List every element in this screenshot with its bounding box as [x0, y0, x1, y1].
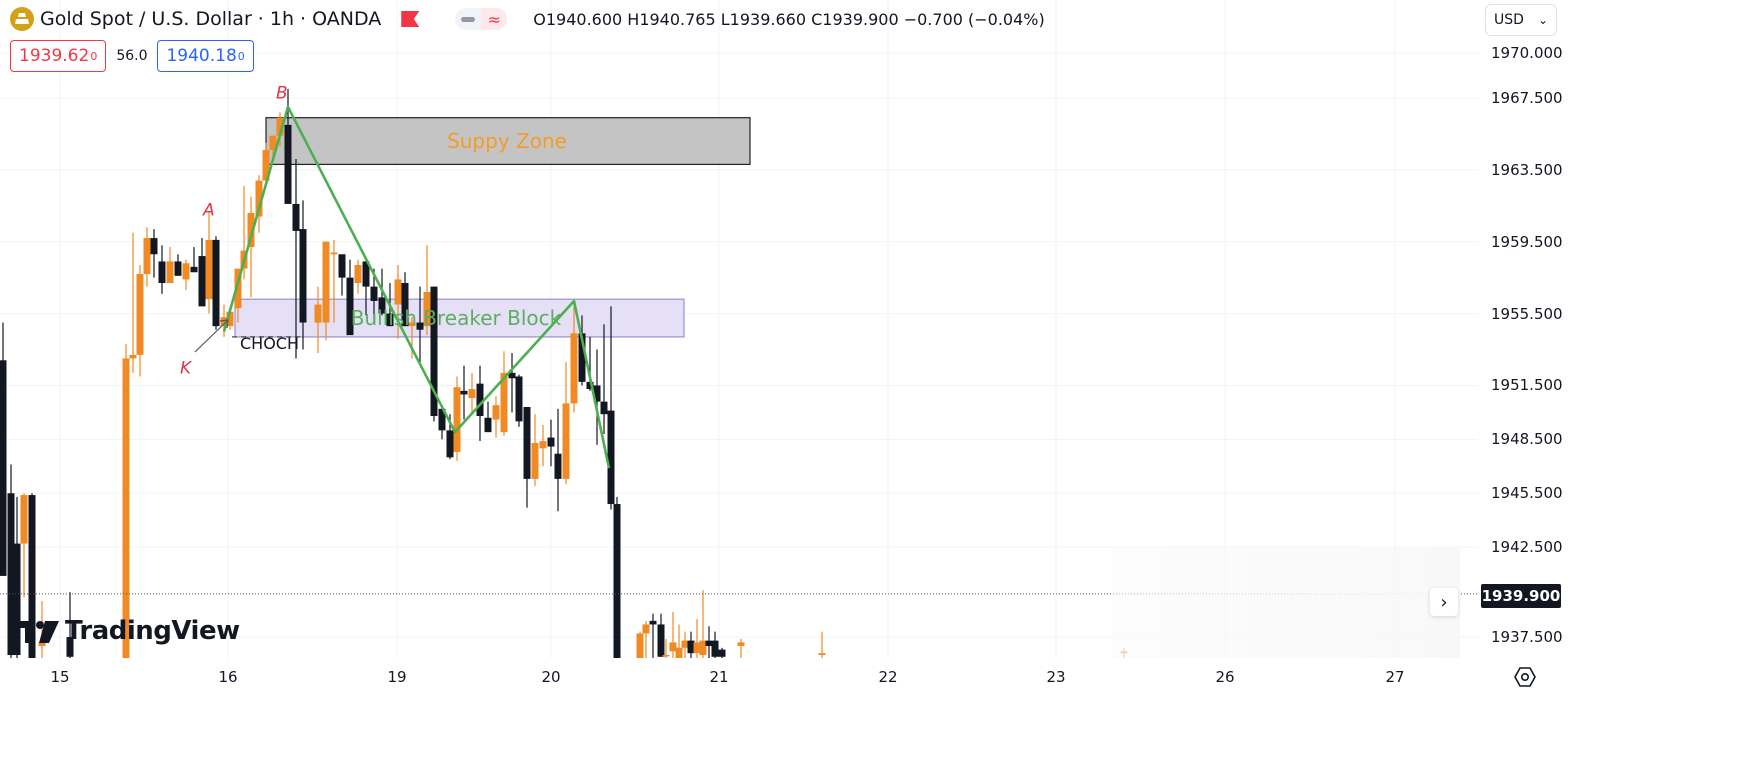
symbol-title[interactable]: Gold Spot / U.S. Dollar · 1h · OANDA	[40, 8, 382, 30]
high-label: H	[627, 9, 640, 29]
time-tick-label: 21	[709, 668, 729, 686]
price-tick-label: 1970.000	[1491, 44, 1563, 62]
price-tick-label: 1948.500	[1491, 430, 1563, 449]
choch-label: CHOCH	[240, 334, 299, 353]
open-label: O	[533, 9, 546, 29]
tradingview-logo[interactable]: TradingView	[15, 616, 240, 646]
breaker-block-zone[interactable]	[234, 298, 685, 338]
close-label: C	[811, 9, 823, 29]
trade-quotes: 1939.62 0 56.0 1940.18 0	[10, 40, 254, 72]
change-value: −0.700 (−0.04%)	[903, 9, 1045, 29]
price-tick-label: 1955.500	[1491, 304, 1563, 323]
gold-symbol-icon	[10, 7, 34, 31]
time-tick-label: 15	[50, 668, 70, 686]
buy-button[interactable]: 1940.18 0	[157, 40, 254, 72]
chart-legend: Gold Spot / U.S. Dollar · 1h · OANDA ≈ O…	[10, 6, 1045, 32]
price-tick-label: 1963.500	[1491, 160, 1563, 179]
price-tick-label: 1967.500	[1491, 88, 1563, 107]
open-value: 1940.600	[545, 9, 623, 29]
currency-label: USD	[1494, 12, 1524, 28]
price-tick-label: 1937.500	[1491, 628, 1563, 647]
close-value: 1939.900	[822, 9, 899, 29]
chevron-right-icon: ›	[1440, 591, 1448, 613]
currency-select[interactable]: USD ⌄	[1485, 4, 1557, 36]
price-tick-label: 1959.500	[1491, 232, 1563, 251]
settings-gear-icon[interactable]	[1514, 666, 1536, 688]
sell-button[interactable]: 1939.62 0	[10, 40, 107, 72]
price-tick-label: 1951.500	[1491, 376, 1563, 395]
last-price-label: 1939.900	[1481, 584, 1561, 608]
supply-zone[interactable]	[265, 117, 751, 166]
buy-price-fraction: 0	[237, 49, 245, 63]
buy-price: 1940.18	[166, 46, 237, 66]
price-tick-label: 1942.500	[1491, 538, 1563, 557]
zigzag-pattern-line	[222, 105, 611, 469]
ohlc-values: O1940.600 H1940.765 L1939.660 C1939.900 …	[533, 10, 1044, 29]
time-tick-label: 20	[541, 668, 561, 686]
supply-zone-label: Suppy Zone	[447, 129, 567, 153]
time-tick-label: 19	[387, 668, 407, 686]
low-value: 1939.660	[729, 9, 807, 29]
tradingview-mark-icon	[15, 621, 59, 643]
time-tick-label: 22	[878, 668, 898, 686]
market-closed-flag-icon[interactable]	[401, 11, 420, 27]
point-label-a: A	[202, 200, 215, 220]
sell-price: 1939.62	[19, 46, 90, 66]
low-label: L	[720, 9, 730, 29]
time-tick-label: 23	[1046, 668, 1066, 686]
time-tick-label: 16	[218, 668, 238, 686]
logo-text: TradingView	[65, 616, 240, 646]
chevron-down-icon: ⌄	[1537, 13, 1548, 27]
visibility-toggle-group[interactable]: ≈	[455, 8, 508, 30]
indicator-wave-icon[interactable]: ≈	[481, 8, 508, 30]
time-tick-label: 26	[1215, 668, 1235, 686]
scroll-to-realtime-button[interactable]: ›	[1430, 588, 1458, 616]
time-tick-label: 27	[1385, 668, 1405, 686]
sell-price-fraction: 0	[90, 49, 98, 63]
hide-icon[interactable]	[455, 8, 482, 30]
spread-value: 56.0	[116, 48, 148, 64]
breaker-block-label: Bullish Breaker Block	[351, 306, 562, 330]
price-tick-label: 1945.500	[1491, 484, 1563, 503]
high-value: 1940.765	[639, 9, 716, 29]
point-label-b: B	[276, 84, 288, 104]
blurred-overlay	[1112, 548, 1460, 658]
point-label-k: K	[180, 358, 193, 378]
